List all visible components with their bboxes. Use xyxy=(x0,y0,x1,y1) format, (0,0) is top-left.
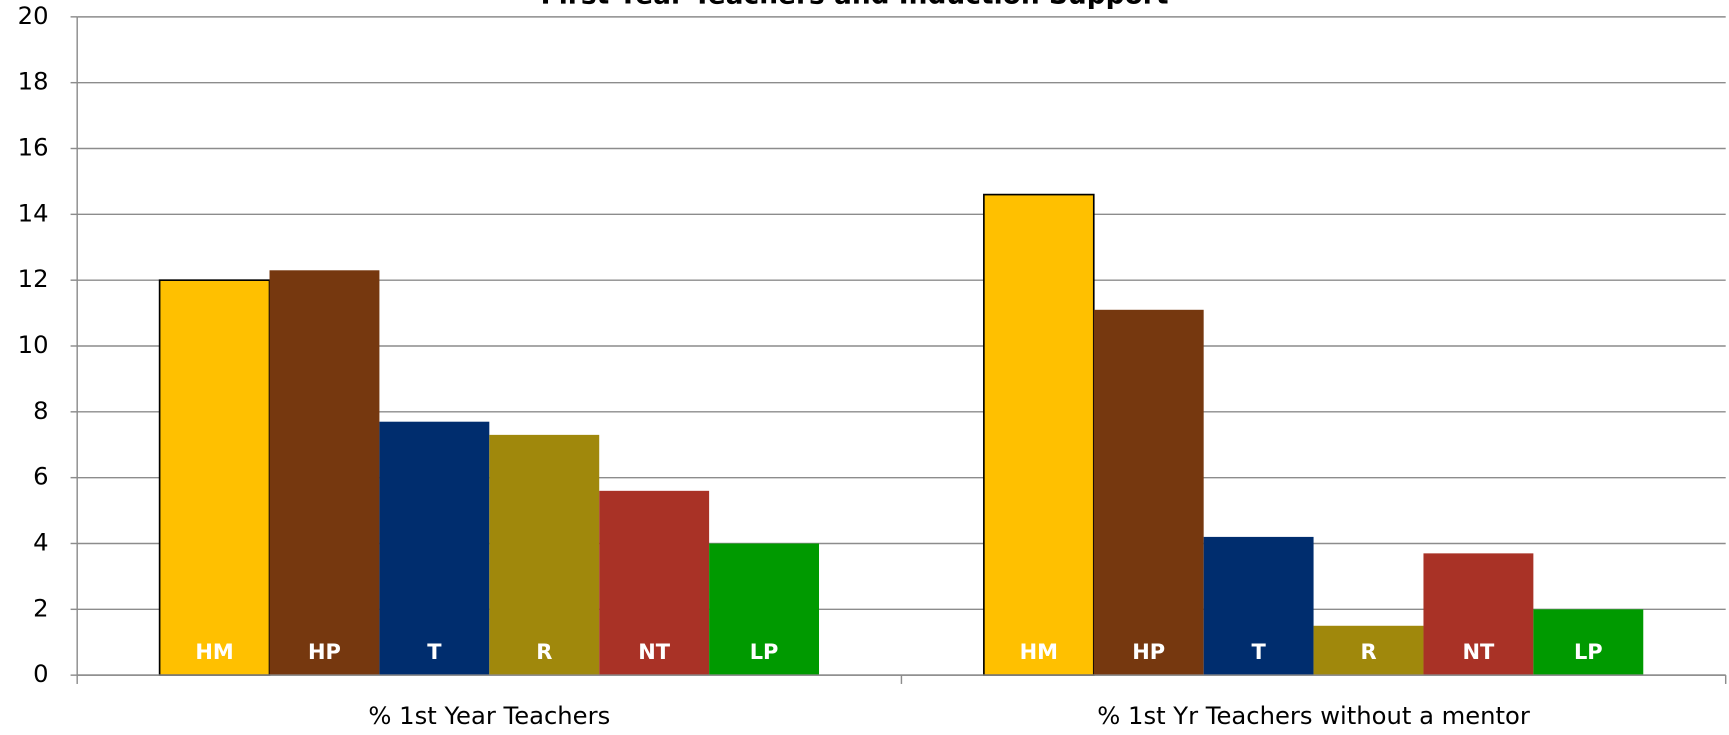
series-label: LP xyxy=(1574,640,1603,664)
y-tick-label: 6 xyxy=(33,462,48,491)
series-label: HM xyxy=(195,640,233,664)
bar xyxy=(158,279,271,676)
bar xyxy=(379,421,490,676)
y-tick-label: 12 xyxy=(18,264,49,293)
series-label: LP xyxy=(750,640,779,664)
bar xyxy=(1533,609,1644,676)
y-tick-label: 18 xyxy=(18,67,49,96)
bar xyxy=(1203,536,1314,676)
series-label: HP xyxy=(308,640,341,664)
series-label: T xyxy=(1251,640,1266,664)
y-tick-label: 20 xyxy=(18,1,49,30)
series-label: NT xyxy=(1463,640,1496,664)
series-label: HP xyxy=(1132,640,1165,664)
x-tick-label: % 1st Yr Teachers without a mentor xyxy=(1097,701,1530,730)
y-tick-label: 10 xyxy=(18,330,49,359)
bar xyxy=(1093,309,1204,676)
bar xyxy=(1423,553,1534,676)
x-tick-label: % 1st Year Teachers xyxy=(368,701,610,730)
bar xyxy=(1313,625,1424,676)
bar xyxy=(599,490,710,676)
series-label: T xyxy=(427,640,442,664)
y-tick-label: 8 xyxy=(33,396,48,425)
bar xyxy=(709,543,820,676)
y-tick-label: 2 xyxy=(33,593,48,622)
series-label: R xyxy=(536,640,552,664)
y-tick-label: 14 xyxy=(18,198,49,227)
series-label: NT xyxy=(638,640,671,664)
bar xyxy=(983,193,1095,676)
bar xyxy=(489,434,600,676)
y-tick-label: 4 xyxy=(33,527,48,556)
y-tick-label: 16 xyxy=(18,133,49,162)
series-label: HM xyxy=(1020,640,1058,664)
y-tick-label: 0 xyxy=(33,659,48,688)
series-label: R xyxy=(1360,640,1376,664)
chart-title: First Year Teachers and Induction Suppor… xyxy=(541,0,1169,10)
bar xyxy=(269,270,380,676)
